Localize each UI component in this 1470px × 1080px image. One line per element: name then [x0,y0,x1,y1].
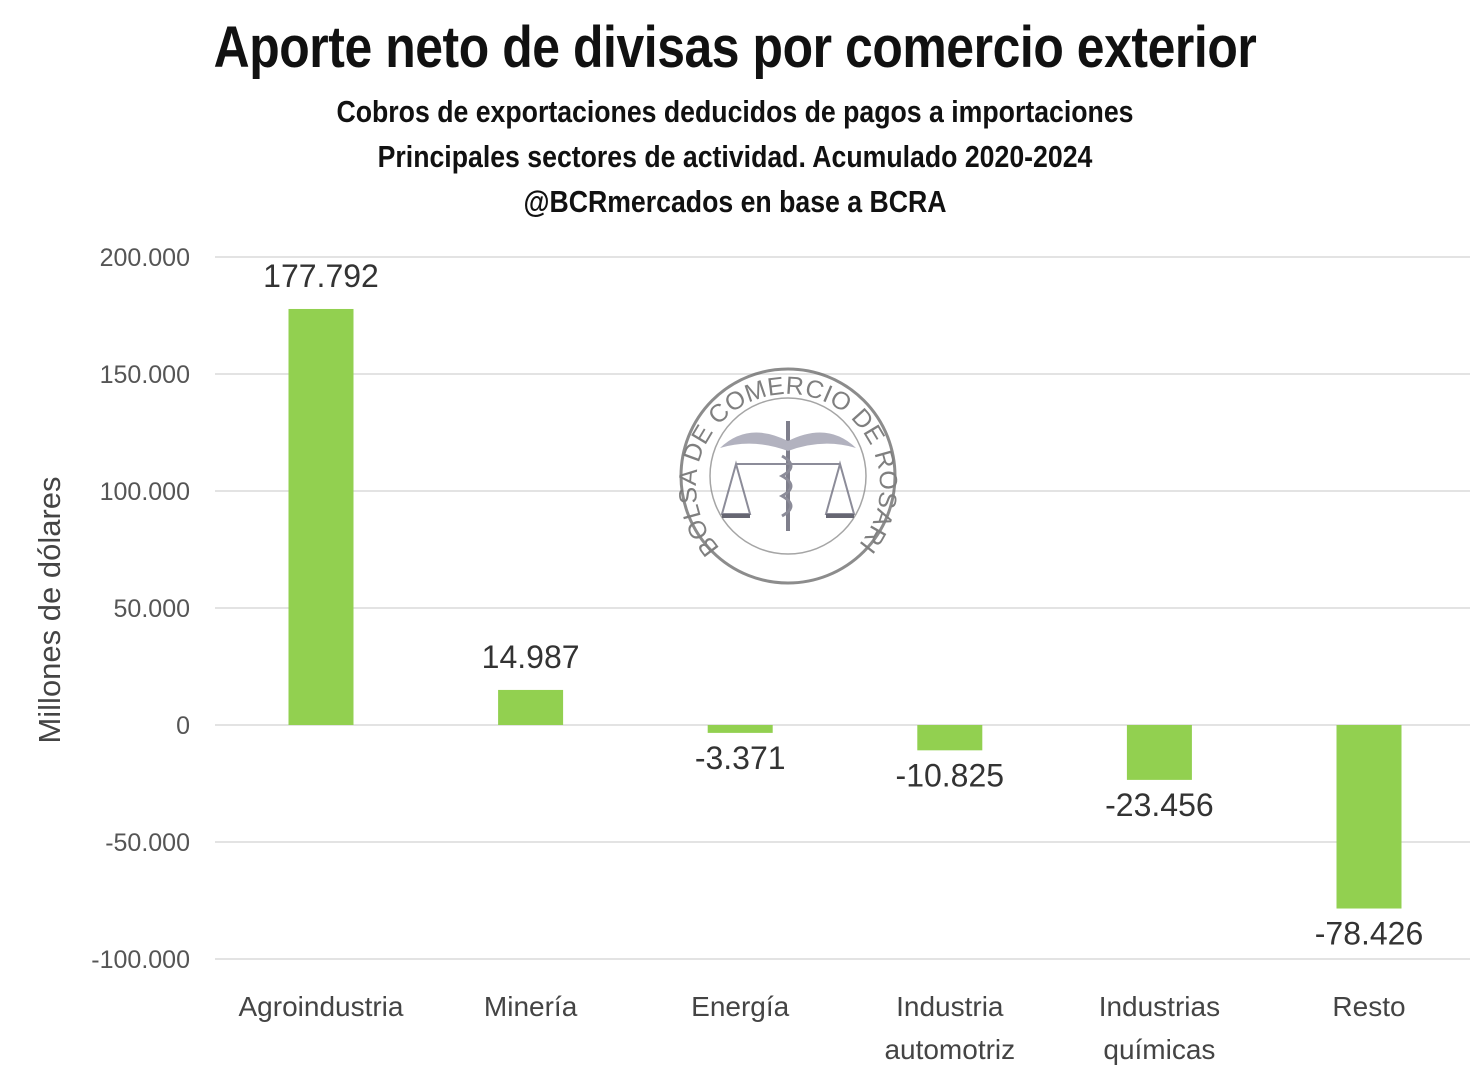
data-label: 14.987 [482,639,580,675]
y-tick-label: 50.000 [114,595,190,623]
chart-subtitle-3: @BCRmercados en base a BCRA [523,184,947,219]
bcr-watermark-logo: BOLSA DE COMERCIO DE ROSARIO [674,367,902,585]
data-label: -23.456 [1105,787,1214,823]
bar [917,725,983,751]
y-axis-label: Millones de dólares [32,476,67,743]
x-category-label: Agroindustria [239,991,404,1022]
data-label: -78.426 [1315,916,1424,952]
y-tick-label: -50.000 [105,829,190,857]
y-tick-label: 0 [176,712,190,740]
chart-subtitle-2: Principales sectores de actividad. Acumu… [377,139,1093,174]
bar [707,725,773,733]
y-tick-label: 150.000 [100,361,190,389]
data-label: 177.792 [263,258,379,294]
x-category-label: automotriz [884,1034,1015,1065]
y-tick-label: -100.000 [91,946,190,974]
x-category-label: Energía [691,991,789,1022]
y-tick-label: 100.000 [100,478,190,506]
x-category-label: Minería [484,991,578,1022]
bar [1126,725,1192,780]
data-label: -3.371 [695,740,786,776]
x-category-label: Resto [1332,991,1405,1022]
chart-subtitle-1: Cobros de exportaciones deducidos de pag… [336,94,1134,129]
bar [498,689,564,725]
bar [1336,725,1402,909]
x-category-label: Industrias [1099,991,1220,1022]
y-tick-label: 200.000 [100,244,190,272]
data-label: -10.825 [896,757,1005,793]
x-category-label: Industria [896,991,1004,1022]
x-category-label: químicas [1103,1034,1215,1065]
chart-title: Aporte neto de divisas por comercio exte… [213,15,1257,80]
bar [288,308,354,725]
